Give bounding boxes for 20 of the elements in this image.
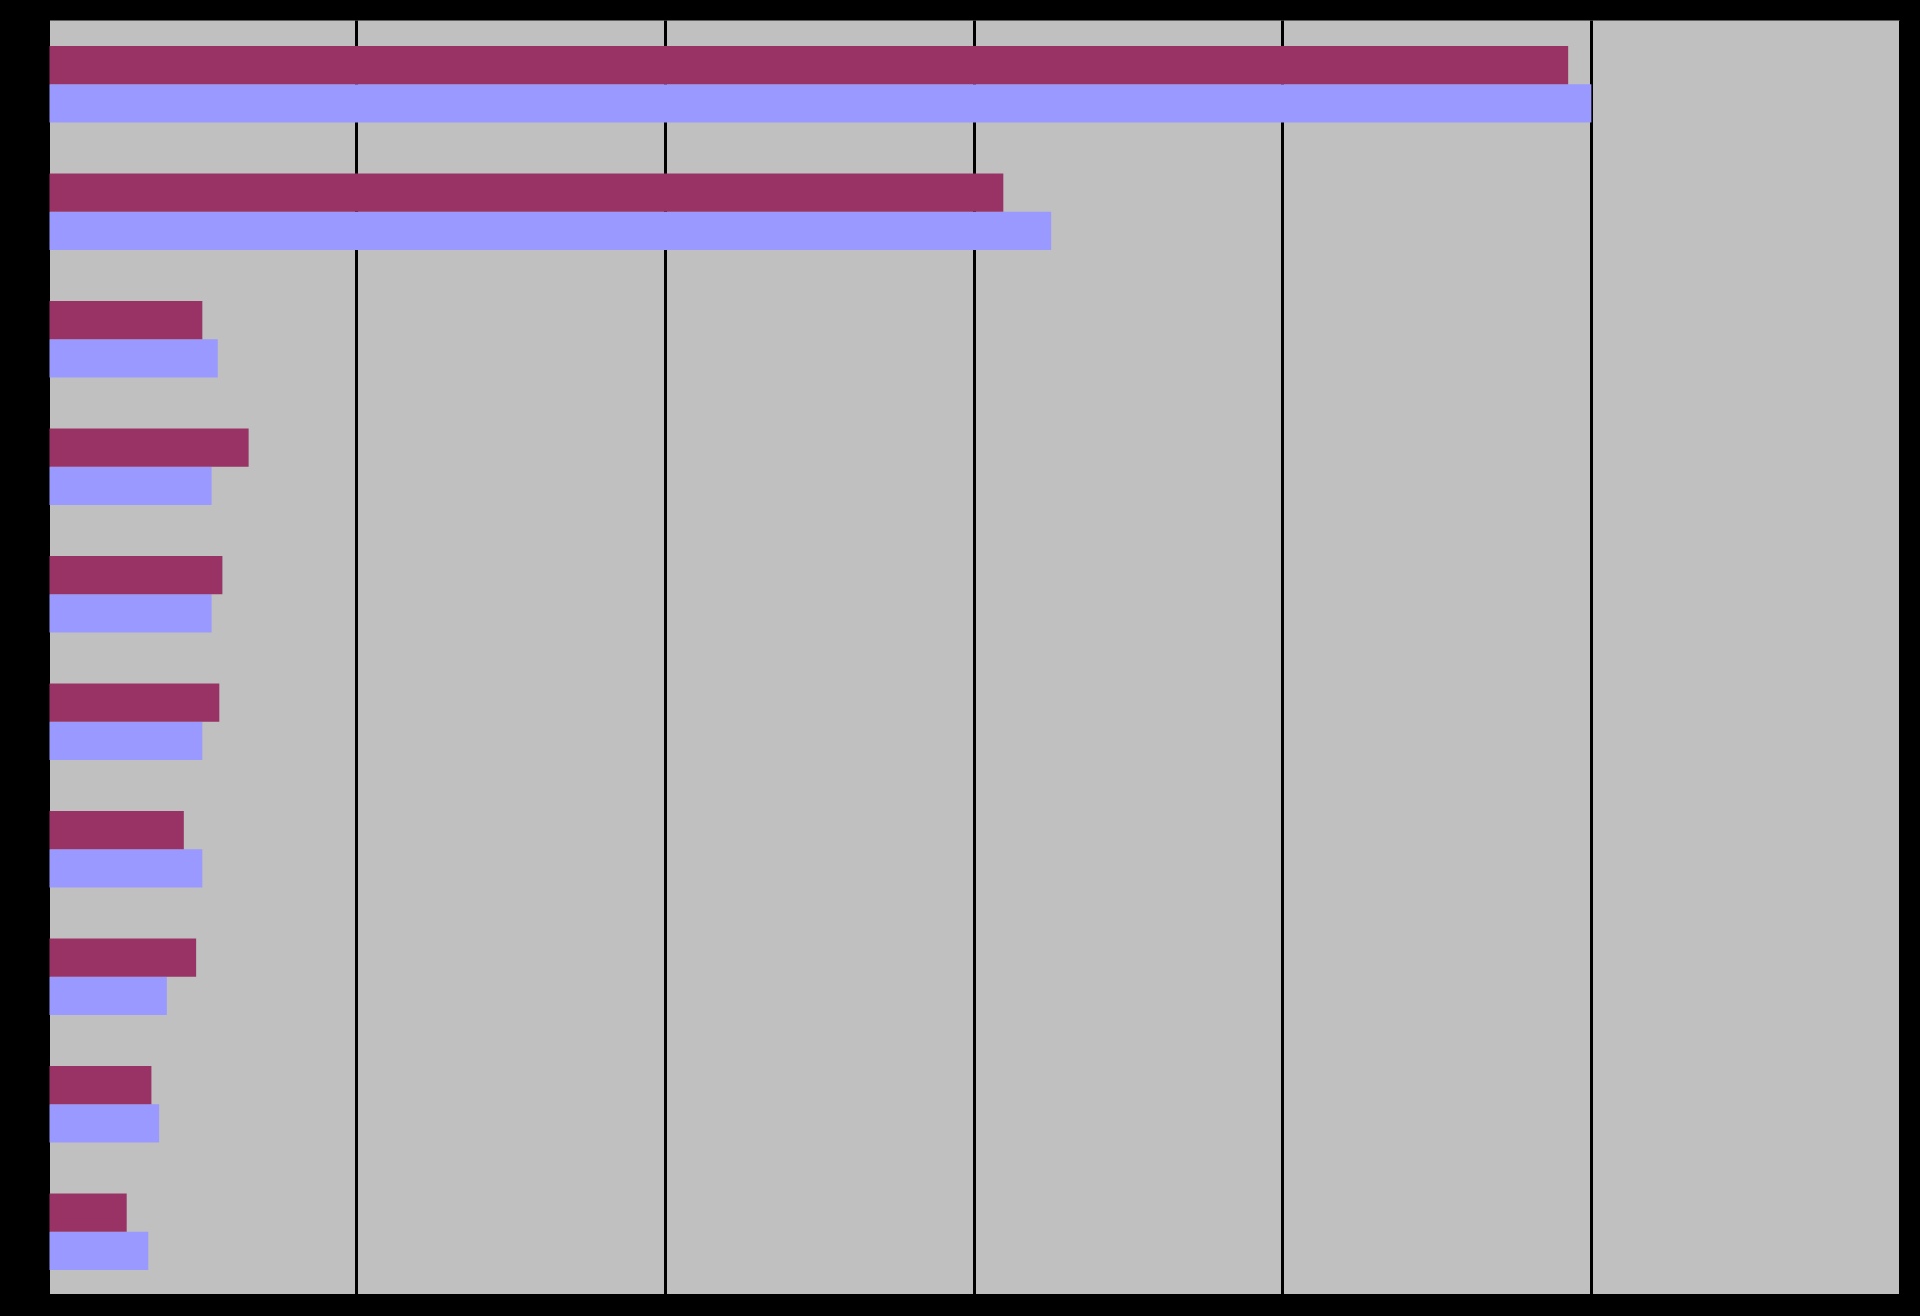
bar: [49, 45, 1569, 85]
bar: [49, 1066, 152, 1105]
bar: [49, 211, 1052, 250]
bar: [49, 339, 218, 378]
bar: [49, 1193, 127, 1232]
bar: [49, 976, 167, 1016]
bar: [49, 466, 212, 505]
bar: [49, 173, 1004, 212]
bar: [49, 84, 1592, 123]
bar: [49, 428, 249, 467]
bar: [49, 1104, 160, 1143]
bar: [49, 555, 223, 595]
bar: [49, 721, 203, 761]
bar: [49, 1231, 149, 1271]
bar: [49, 811, 184, 850]
bar: [49, 594, 212, 633]
bar: [49, 683, 220, 722]
bar: [49, 300, 203, 340]
bar: [49, 938, 197, 977]
bar: [49, 849, 203, 888]
